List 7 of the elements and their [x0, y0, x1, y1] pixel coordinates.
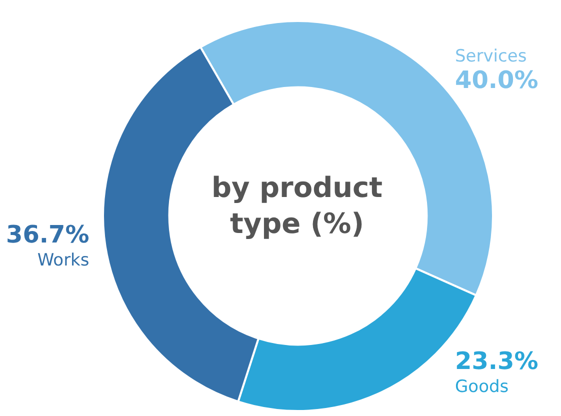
data-label: 23.3% [455, 347, 538, 376]
slice-label: Works [37, 250, 90, 270]
slice-label: Goods [455, 376, 509, 397]
data-label: 36.7% [6, 220, 90, 249]
text: by product type (%) [210, 170, 384, 242]
data-label: 40.0% [455, 66, 538, 94]
slice-label: Services [455, 46, 527, 67]
